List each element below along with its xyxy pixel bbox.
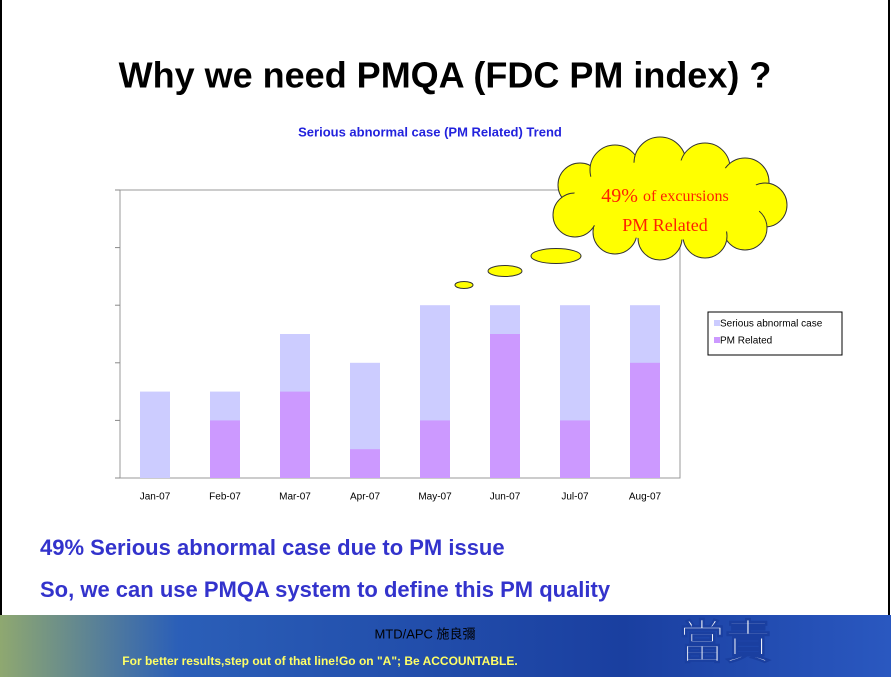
x-tick-label: Jun-07: [490, 492, 521, 503]
annotation-text: of excursions: [643, 188, 729, 205]
x-tick-label: May-07: [418, 492, 452, 503]
x-tick-label: Feb-07: [209, 492, 241, 503]
thought-bubble: [530, 248, 582, 264]
footer-author: MTD/APC 施良彌: [374, 626, 475, 641]
bar: [560, 420, 590, 478]
bullet: 49% Serious abnormal case due to PM issu…: [40, 535, 505, 560]
thought-bubble: [454, 281, 474, 289]
legend-label: Serious abnormal case: [720, 319, 823, 330]
thought-bubble: [487, 265, 523, 277]
footer-motto: 當責: [679, 616, 771, 668]
slide-title: Why we need PMQA (FDC PM index) ?: [119, 55, 772, 96]
cloud: [454, 136, 788, 289]
footer-slogan: For better results,step out of that line…: [122, 654, 517, 668]
footer-banner: [0, 615, 891, 677]
x-tick-label: Apr-07: [350, 492, 380, 503]
annotation-text: PM Related: [622, 215, 708, 235]
bullet: So, we can use PMQA system to define thi…: [40, 577, 611, 602]
bar: [490, 334, 520, 478]
annotation-text: 49%: [601, 185, 638, 207]
bar: [280, 391, 310, 478]
legend-swatch: [714, 337, 720, 343]
bar: [420, 420, 450, 478]
x-tick-label: Mar-07: [279, 492, 311, 503]
legend-label: PM Related: [720, 336, 772, 347]
bar: [350, 449, 380, 478]
legend-swatch: [714, 320, 720, 326]
legend: [707, 311, 843, 356]
bar: [210, 420, 240, 478]
bar: [630, 362, 660, 478]
x-tick-label: Aug-07: [629, 492, 662, 503]
plot-area: [119, 189, 681, 479]
x-tick-label: Jan-07: [140, 492, 171, 503]
annotation: 49% of excursions PM Related: [601, 185, 728, 236]
chart-title: Serious abnormal case (PM Related) Trend: [298, 124, 562, 139]
x-tick-label: Jul-07: [561, 492, 589, 503]
bar: [140, 391, 170, 478]
